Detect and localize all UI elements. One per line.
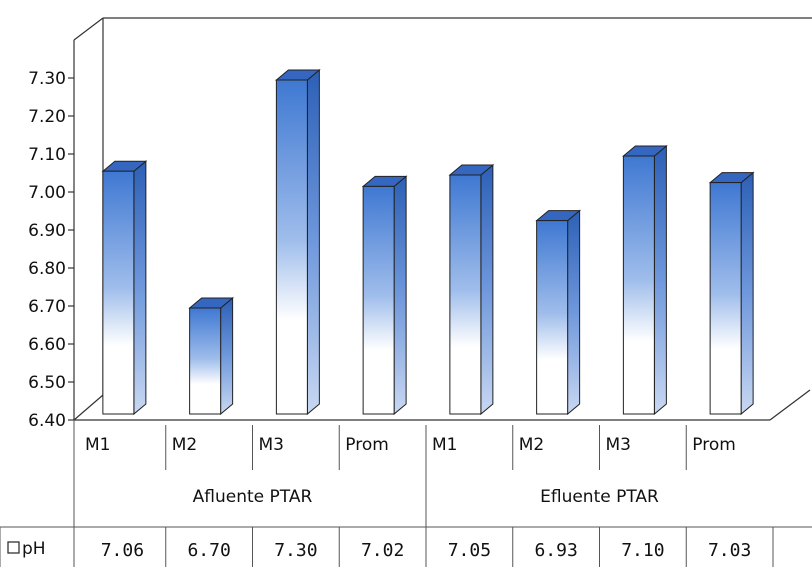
bar-front-face bbox=[102, 170, 135, 415]
group-labels: Afluente PTAR Efluente PTAR bbox=[193, 487, 659, 507]
y-tick-label: 7.00 bbox=[28, 183, 66, 203]
category-label: M1 bbox=[85, 435, 110, 455]
bar-front-face bbox=[622, 155, 655, 415]
y-tick-label: 7.20 bbox=[28, 107, 66, 127]
y-tick-label: 7.30 bbox=[28, 69, 66, 89]
category-label: M2 bbox=[519, 435, 544, 455]
bar-side-face bbox=[567, 209, 581, 416]
value-label: 7.06 bbox=[101, 540, 144, 561]
group-label: Afluente PTAR bbox=[193, 487, 313, 507]
legend-swatch bbox=[7, 541, 20, 554]
value-label: 7.30 bbox=[274, 540, 317, 561]
floor-left-edge bbox=[73, 394, 104, 421]
y-tick-label: 6.40 bbox=[28, 411, 66, 431]
wall-top-left-edge bbox=[73, 17, 104, 41]
bar bbox=[188, 296, 235, 416]
value-label: 7.10 bbox=[621, 540, 664, 561]
plot-frame bbox=[73, 17, 812, 421]
bar-front-face bbox=[449, 174, 482, 415]
data-table bbox=[0, 420, 812, 567]
y-axis-ticks: 6.40 6.50 6.60 6.70 6.80 6.90 7.00 7.10 7.20 7.30 bbox=[28, 69, 74, 431]
value-label: 7.03 bbox=[708, 540, 751, 561]
bar-side-face bbox=[653, 144, 667, 416]
bar bbox=[274, 68, 321, 416]
y-tick-label: 7.10 bbox=[28, 145, 66, 165]
bar-side-face bbox=[133, 160, 147, 416]
value-label: 7.05 bbox=[448, 540, 491, 561]
value-label: 6.70 bbox=[187, 540, 230, 561]
category-label: Prom bbox=[692, 435, 736, 455]
bar-front-face bbox=[536, 220, 569, 415]
y-tick-label: 6.60 bbox=[28, 335, 66, 355]
bars bbox=[101, 68, 755, 416]
legend-label: pH bbox=[22, 539, 46, 559]
bar bbox=[621, 144, 668, 416]
category-label: Prom bbox=[345, 435, 389, 455]
category-label: M1 bbox=[432, 435, 457, 455]
bar bbox=[448, 163, 495, 416]
bar bbox=[708, 171, 755, 416]
y-tick-label: 6.90 bbox=[28, 221, 66, 241]
bar-front-face bbox=[275, 79, 308, 415]
category-label: M2 bbox=[172, 435, 197, 455]
floor-right-edge bbox=[769, 389, 811, 421]
legend: pH bbox=[7, 539, 46, 559]
value-row: 7.06 6.70 7.30 7.02 7.05 6.93 7.10 7.03 bbox=[101, 540, 752, 561]
bar bbox=[361, 175, 408, 416]
y-tick-label: 6.50 bbox=[28, 373, 66, 393]
y-tick-label: 6.80 bbox=[28, 259, 66, 279]
bar-front-face bbox=[362, 185, 395, 415]
bar-side-face bbox=[393, 175, 407, 416]
bar-side-face bbox=[740, 171, 754, 416]
bar bbox=[101, 160, 148, 416]
bar-side-face bbox=[220, 296, 234, 416]
category-label: M3 bbox=[259, 435, 284, 455]
bar-side-face bbox=[306, 68, 320, 416]
bar-front-face bbox=[709, 182, 742, 415]
bar-front-face bbox=[189, 307, 222, 415]
group-label: Efluente PTAR bbox=[540, 487, 659, 507]
value-label: 6.93 bbox=[534, 540, 577, 561]
category-labels: M1 M2 M3 Prom M1 M2 M3 Prom bbox=[85, 435, 736, 455]
value-label: 7.02 bbox=[361, 540, 404, 561]
category-label: M3 bbox=[606, 435, 631, 455]
bar-side-face bbox=[480, 163, 494, 416]
y-tick-label: 6.70 bbox=[28, 297, 66, 317]
bar bbox=[535, 209, 582, 416]
